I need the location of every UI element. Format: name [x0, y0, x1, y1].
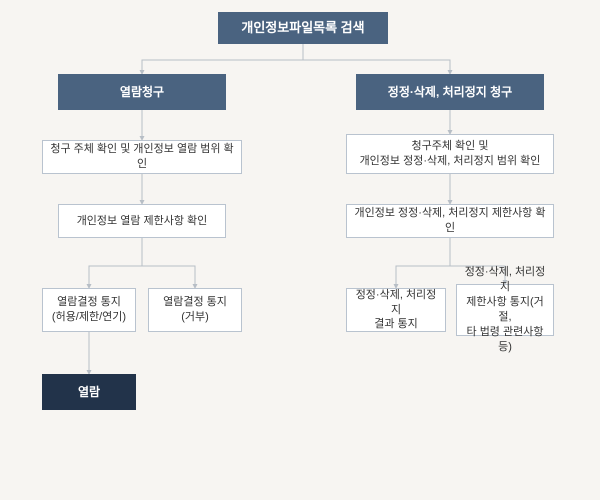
edge-root-left_h [142, 44, 303, 74]
node-r2: 개인정보 정정·삭제, 처리정지 제한사항 확인 [346, 204, 554, 238]
node-label: 개인정보 열람 제한사항 확인 [77, 214, 208, 229]
edge-r2-r3a [396, 238, 450, 288]
node-label: 열람결정 통지 (허용/제한/연기) [52, 295, 126, 325]
node-l2: 개인정보 열람 제한사항 확인 [58, 204, 226, 238]
node-label: 정정·삭제, 처리정지 제한사항 통지(거절, 타 법령 관련사항 등) [463, 265, 547, 354]
node-label: 열람결정 통지 (거부) [163, 295, 227, 325]
edge-l2-l3b [142, 238, 195, 288]
node-final: 열람 [42, 374, 136, 410]
node-label: 청구 주체 확인 및 개인정보 열람 범위 확인 [49, 142, 235, 172]
node-r1: 청구주체 확인 및 개인정보 정정·삭제, 처리정지 범위 확인 [346, 134, 554, 174]
node-r3a: 정정·삭제, 처리정지 결과 통지 [346, 288, 446, 332]
edge-l2-l3a [89, 238, 142, 288]
node-l3b: 열람결정 통지 (거부) [148, 288, 242, 332]
node-label: 정정·삭제, 처리정지 결과 통지 [353, 288, 439, 333]
node-label: 정정·삭제, 처리정지 청구 [388, 84, 512, 100]
node-l3a: 열람결정 통지 (허용/제한/연기) [42, 288, 136, 332]
node-label: 열람청구 [120, 84, 164, 100]
node-right_h: 정정·삭제, 처리정지 청구 [356, 74, 544, 110]
node-label: 개인정보 정정·삭제, 처리정지 제한사항 확인 [353, 206, 547, 236]
node-label: 청구주체 확인 및 개인정보 정정·삭제, 처리정지 범위 확인 [360, 139, 541, 169]
node-label: 열람 [78, 384, 100, 400]
node-root: 개인정보파일목록 검색 [218, 12, 388, 44]
node-label: 개인정보파일목록 검색 [241, 19, 364, 37]
edge-root-right_h [303, 44, 450, 74]
node-r3b: 정정·삭제, 처리정지 제한사항 통지(거절, 타 법령 관련사항 등) [456, 284, 554, 336]
node-left_h: 열람청구 [58, 74, 226, 110]
node-l1: 청구 주체 확인 및 개인정보 열람 범위 확인 [42, 140, 242, 174]
